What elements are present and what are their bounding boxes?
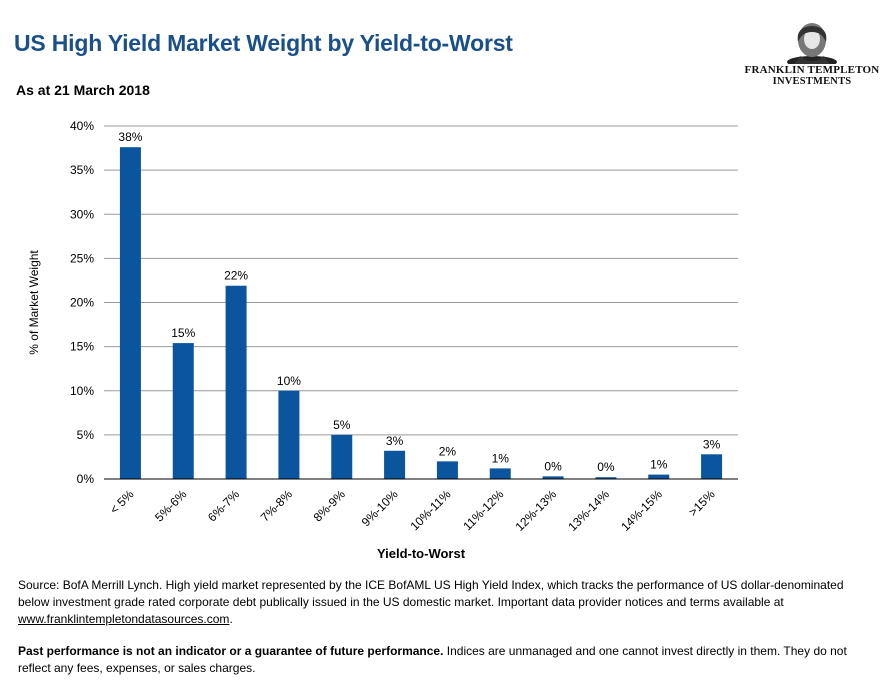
y-tick-label: 35% <box>70 163 94 177</box>
x-tick-label: 6%-7% <box>205 487 242 524</box>
bar-value-label: 38% <box>118 130 142 144</box>
gridlines <box>104 125 738 436</box>
bar <box>225 285 247 479</box>
y-tick-label: 20% <box>70 296 94 310</box>
logo-line-1: FRANKLIN TEMPLETON <box>744 64 880 76</box>
bar <box>595 477 617 479</box>
source-note: Source: BofA Merrill Lynch. High yield m… <box>18 577 878 628</box>
x-tick-label: 11%-12% <box>460 487 506 533</box>
x-tick-label: 9%-10% <box>359 487 401 529</box>
bar-value-label: 0% <box>544 459 562 473</box>
logo-line-2: INVESTMENTS <box>772 76 852 87</box>
bar <box>119 147 141 479</box>
x-axis-ticks: < 5% 5%-6% 6%-7% 7%-8% 8%-9% 9%-10% 10%-11% 11%… <box>107 487 718 534</box>
x-tick-label: >15% <box>686 487 718 519</box>
franklin-templeton-logo: FRANKLIN TEMPLETON INVESTMENTS <box>742 22 882 92</box>
bar <box>436 461 458 479</box>
franklin-portrait-icon <box>787 23 837 64</box>
bar-value-label: 5% <box>333 418 351 432</box>
data-sources-link[interactable]: www.franklintempletondatasources.com <box>18 612 230 626</box>
bar-value-label: 1% <box>650 458 668 472</box>
bar-chart: 0% 5% 10% 15% 20% 25% 30% 35% 40% 38% 15% 22% 10% 5%… <box>27 119 738 561</box>
bar <box>542 476 564 479</box>
x-tick-label: 5%-6% <box>152 487 189 524</box>
x-tick-label: < 5% <box>107 487 137 517</box>
bar-value-label: 10% <box>277 374 301 388</box>
bar <box>331 434 353 479</box>
bar <box>384 450 406 479</box>
value-labels: 38% 15% 22% 10% 5% 3% 2% 1% 0% 0% 1% 3% <box>118 130 720 474</box>
y-tick-label: 15% <box>70 340 94 354</box>
bar <box>172 343 194 479</box>
y-tick-label: 30% <box>70 207 94 221</box>
bar-value-label: 3% <box>703 437 721 451</box>
bar-value-label: 0% <box>597 460 615 474</box>
chart-title: US High Yield Market Weight by Yield-to-… <box>14 30 513 56</box>
y-axis-label: % of Market Weight <box>27 250 41 355</box>
bar-value-label: 3% <box>386 434 404 448</box>
disclaimer: Past performance is not an indicator or … <box>18 643 878 677</box>
x-tick-label: 13%-14% <box>565 487 612 534</box>
bar-value-label: 2% <box>439 444 457 458</box>
source-text: Source: BofA Merrill Lynch. High yield m… <box>18 578 844 609</box>
bar-value-label: 15% <box>171 326 195 340</box>
x-tick-label: 8%-9% <box>311 487 348 524</box>
bar <box>648 474 670 479</box>
y-tick-label: 10% <box>70 384 94 398</box>
disclaimer-rest: Indices are unmanaged and one cannot inv… <box>18 644 847 675</box>
y-tick-label: 40% <box>70 119 94 133</box>
y-tick-label: 5% <box>77 428 95 442</box>
bar <box>278 390 300 479</box>
x-tick-label: 14%-15% <box>618 487 665 534</box>
bar <box>489 468 511 479</box>
x-axis-label: Yield-to-Worst <box>377 546 466 561</box>
y-tick-label: 25% <box>70 251 94 265</box>
x-tick-label: 12%-13% <box>513 487 560 534</box>
y-axis-ticks: 0% 5% 10% 15% 20% 25% 30% 35% 40% <box>70 119 94 486</box>
bar-value-label: 22% <box>224 269 248 283</box>
y-tick-label: 0% <box>77 472 95 486</box>
x-tick-label: 10%-11% <box>407 487 453 533</box>
bar-value-label: 1% <box>492 451 510 465</box>
x-tick-label: 7%-8% <box>258 487 295 524</box>
bar <box>701 454 723 479</box>
bars <box>119 147 723 479</box>
source-end: . <box>229 612 233 626</box>
chart-subtitle: As at 21 March 2018 <box>16 82 150 98</box>
disclaimer-bold: Past performance is not an indicator or … <box>18 644 444 658</box>
